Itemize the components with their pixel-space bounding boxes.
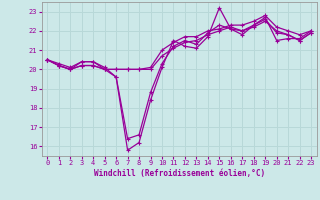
X-axis label: Windchill (Refroidissement éolien,°C): Windchill (Refroidissement éolien,°C) [94,169,265,178]
